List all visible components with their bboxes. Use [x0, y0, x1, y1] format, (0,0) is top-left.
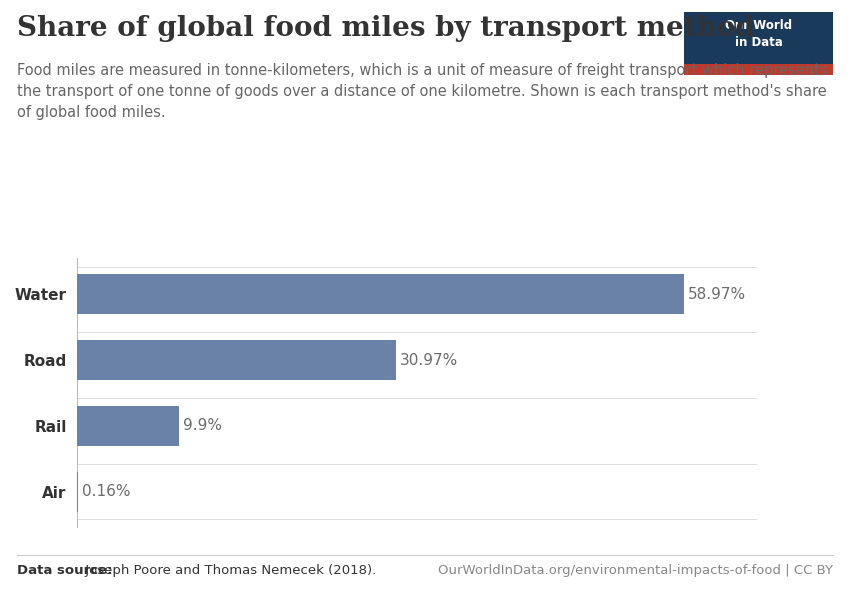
- Bar: [76, 340, 395, 380]
- Text: 9.9%: 9.9%: [183, 418, 222, 433]
- Text: 0.16%: 0.16%: [82, 484, 131, 499]
- Text: 58.97%: 58.97%: [688, 287, 746, 302]
- Text: Our World
in Data: Our World in Data: [725, 19, 792, 49]
- Text: 30.97%: 30.97%: [400, 353, 458, 368]
- Bar: [684, 64, 833, 75]
- Text: OurWorldInData.org/environmental-impacts-of-food | CC BY: OurWorldInData.org/environmental-impacts…: [438, 564, 833, 577]
- Bar: [76, 406, 178, 446]
- Bar: [76, 472, 78, 512]
- Text: Share of global food miles by transport method: Share of global food miles by transport …: [17, 15, 755, 42]
- Bar: [76, 274, 684, 314]
- Text: Data source:: Data source:: [17, 564, 112, 577]
- Text: Joseph Poore and Thomas Nemecek (2018).: Joseph Poore and Thomas Nemecek (2018).: [81, 564, 376, 577]
- Text: Food miles are measured in tonne-kilometers, which is a unit of measure of freig: Food miles are measured in tonne-kilomet…: [17, 63, 828, 120]
